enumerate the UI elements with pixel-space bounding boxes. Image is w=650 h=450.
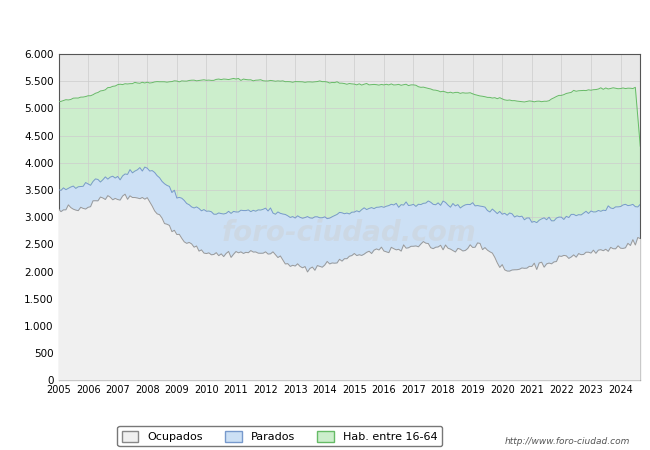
Text: http://www.foro-ciudad.com: http://www.foro-ciudad.com (505, 436, 630, 446)
Legend: Ocupados, Parados, Hab. entre 16-64: Ocupados, Parados, Hab. entre 16-64 (118, 426, 442, 446)
Text: Valencina de la Concepcin  -  Evolucion de la poblacion en edad de Trabajar Sept: Valencina de la Concepcin - Evolucion de… (84, 18, 566, 29)
Text: foro-ciudad.com: foro-ciudad.com (222, 220, 476, 248)
